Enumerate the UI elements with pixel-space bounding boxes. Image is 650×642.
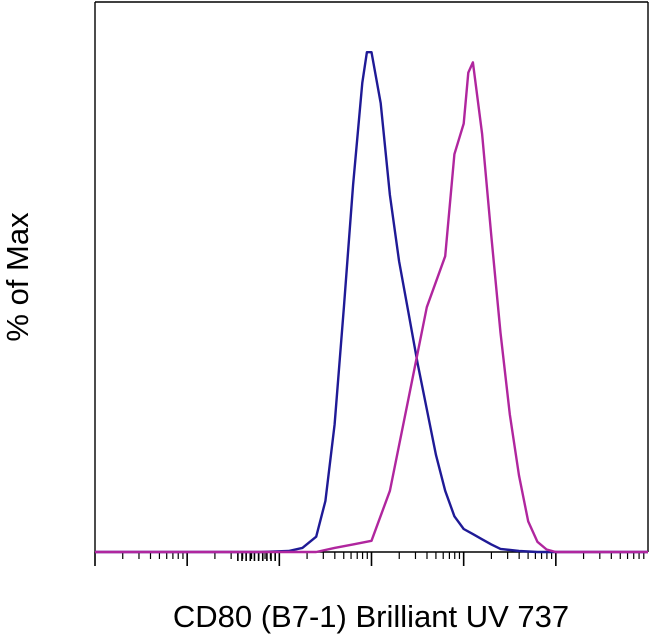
series-line-stained (95, 61, 648, 554)
series-line-control (95, 51, 648, 554)
y-axis-label: % of Max (0, 212, 35, 342)
series-layer (95, 51, 648, 554)
plot-frame (94, 1, 649, 553)
x-axis-label: CD80 (B7-1) Brilliant UV 737 (173, 599, 569, 634)
x-axis-ticks (94, 552, 645, 566)
